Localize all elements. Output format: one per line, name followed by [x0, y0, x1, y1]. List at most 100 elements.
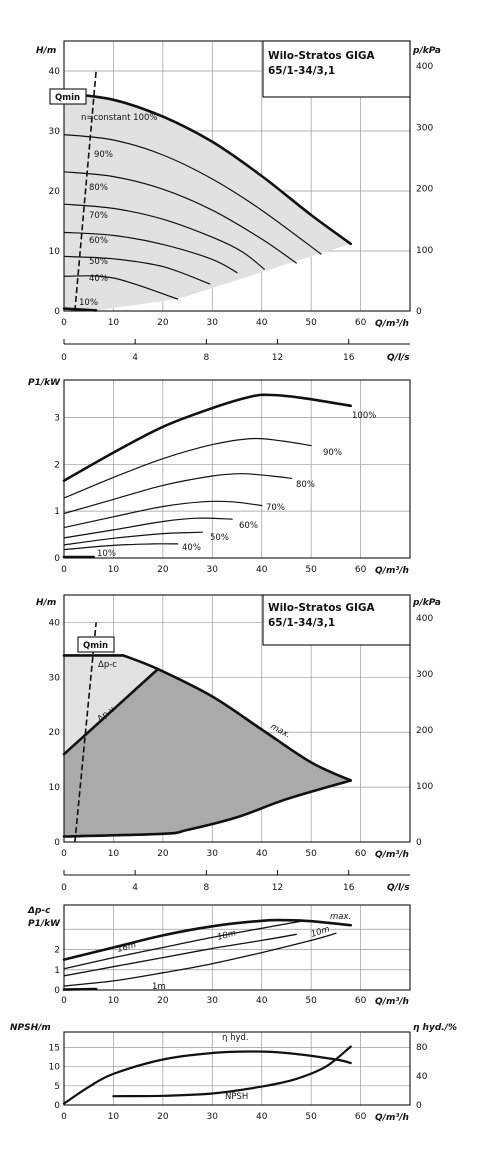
- p2-xlabel: Q/m³/h: [375, 566, 409, 576]
- p1-label-100: n=constant 100%: [81, 113, 157, 123]
- p3-title-box: [262, 594, 411, 646]
- p4-curve-10m: [63, 932, 337, 987]
- p1-yr-tick-100: 100: [416, 246, 433, 256]
- p1-y-right-ticks: 0 100 200 300 400: [416, 62, 433, 317]
- p1-title-line2: 65/1-34/3,1: [268, 65, 335, 77]
- panel-head-curves: Wilo-Stratos GIGA 65/1-34/3,1 Qmin H/m p…: [36, 40, 441, 329]
- p1-speed-curves: [62, 91, 352, 312]
- p1-ls-tick-4: 4: [132, 353, 138, 363]
- p2-label-70: 70%: [266, 503, 285, 513]
- p2-curve-90pct: [63, 437, 312, 499]
- p3-y-tick-30: 30: [49, 673, 61, 683]
- p4-curve-18m: [63, 933, 297, 977]
- p4-grid: [64, 905, 410, 990]
- p4-y-ticks: 0 1 2: [54, 946, 60, 996]
- p3-x-ticks: 0 10 20 30 40 50 60: [61, 849, 366, 859]
- p2-x-tick-60: 60: [355, 565, 367, 575]
- p3-label-dpc: Δp-c: [98, 660, 117, 670]
- p2-label-60: 60%: [239, 521, 258, 531]
- p3-y-ticks: 0 10 20 30 40: [49, 618, 61, 848]
- p1-yr-tick-200: 200: [416, 185, 433, 195]
- p1-operating-area: [64, 93, 351, 311]
- p2-label-80: 80%: [296, 480, 315, 490]
- p1-curve-50pct: [63, 255, 211, 285]
- p2-ylabel: P1/kW: [28, 378, 61, 388]
- p3-x-tick-20: 20: [157, 849, 169, 859]
- p1-ls-ticks: 0 4 8 12 16: [61, 339, 355, 363]
- p3-ls-ticks: 0 4 8 12 16: [61, 870, 355, 893]
- p3-y-tick-0: 0: [54, 838, 60, 848]
- p3-ls-tick-4: 4: [132, 883, 138, 893]
- p3-ls-xlabel: Q/l/s: [387, 883, 410, 893]
- p2-x-tick-0: 0: [61, 565, 67, 575]
- p1-ls-xlabel: Q/l/s: [387, 353, 410, 363]
- p1-x-tick-20: 20: [157, 318, 169, 328]
- p1-y-tick-10: 10: [49, 247, 61, 257]
- p2-y-tick-2: 2: [54, 460, 60, 470]
- p1-ls-tick-0: 0: [61, 353, 67, 363]
- p3-yr-tick-100: 100: [416, 782, 433, 792]
- p1-yr-tick-0: 0: [416, 307, 422, 317]
- p3-ls-tick-12: 12: [272, 883, 283, 893]
- p2-curve-40pct: [63, 543, 179, 551]
- p5-curves: [62, 1045, 352, 1105]
- p4-label-max: max.: [330, 912, 351, 922]
- p1-y-tick-0: 0: [54, 307, 60, 317]
- p5-xlabel: Q/m³/h: [375, 1113, 409, 1123]
- panel-mode-power: Δp-c P1/kW Q/m³/h 0 1 2 0 10 20 30 40 50 60 max.…: [27, 904, 411, 1007]
- p2-power-curves: [62, 393, 352, 559]
- p2-x-tick-40: 40: [256, 565, 268, 575]
- p1-y-tick-40: 40: [49, 67, 61, 77]
- p3-ls-tick-8: 8: [203, 883, 209, 893]
- p2-curve-100pct: [62, 393, 352, 482]
- p3-ylabel-right: p/kPa: [412, 598, 441, 608]
- p5-y-tick-10: 10: [49, 1063, 61, 1073]
- p2-label-100: 100%: [352, 411, 376, 421]
- p1-xlabel: Q/m³/h: [375, 319, 409, 329]
- p1-y-tick-20: 20: [49, 187, 61, 197]
- p1-label-50: 50%: [89, 257, 108, 267]
- p1-ls-tick-12: 12: [272, 353, 283, 363]
- p3-y-tick-20: 20: [49, 728, 61, 738]
- p2-y-tick-3: 3: [54, 413, 60, 423]
- p4-power-curves: [62, 918, 352, 991]
- p3-x-tick-10: 10: [108, 849, 120, 859]
- p1-x-tick-0: 0: [61, 318, 67, 328]
- p3-ls-tick-0: 0: [61, 883, 67, 893]
- p5-y-tick-5: 5: [54, 1082, 60, 1092]
- p1-ls-tick-16: 16: [343, 353, 355, 363]
- p4-curve-16m: [63, 920, 302, 970]
- p2-curve-70pct: [63, 500, 263, 529]
- p4-label-16m: 16m: [116, 940, 137, 955]
- p3-dpc-area: [64, 655, 158, 755]
- p5-x-tick-20: 20: [157, 1112, 169, 1122]
- p1-yr-tick-400: 400: [416, 62, 433, 72]
- p4-x-tick-50: 50: [305, 996, 317, 1006]
- p2-label-50: 50%: [210, 533, 229, 543]
- p5-frame: [63, 1031, 411, 1106]
- p4-x-tick-60: 60: [355, 996, 367, 1006]
- p5-y-ticks: 0 5 10 15: [49, 1043, 61, 1111]
- p1-label-80: 80%: [89, 183, 108, 193]
- p2-curve-80pct: [63, 473, 292, 515]
- p1-qmin-label: Qmin: [55, 93, 80, 103]
- p4-x-tick-10: 10: [108, 996, 120, 1006]
- p5-x-tick-30: 30: [207, 1112, 219, 1122]
- p5-x-tick-10: 10: [108, 1112, 120, 1122]
- p1-y-tick-30: 30: [49, 127, 61, 137]
- p5-yr-tick-80: 80: [416, 1043, 428, 1053]
- p4-ylabel: P1/kW: [28, 919, 61, 929]
- p5-label-npsh: NPSH: [225, 1092, 248, 1102]
- p3-ls-axis: 0 4 8 12 16 Q/l/s: [61, 870, 410, 893]
- p4-x-tick-0: 0: [61, 996, 67, 1006]
- p1-curve-40pct: [63, 275, 179, 300]
- p1-frame: [63, 40, 411, 312]
- p2-label-10: 10%: [97, 549, 116, 559]
- p3-xlabel: Q/m³/h: [375, 850, 409, 860]
- p1-ls-axis: 0 4 8 12 16 Q/l/s: [61, 339, 410, 363]
- p3-yr-tick-200: 200: [416, 726, 433, 736]
- p5-grid: [64, 1032, 410, 1105]
- p1-label-40: 40%: [89, 274, 108, 284]
- p2-curve-50pct: [63, 531, 203, 546]
